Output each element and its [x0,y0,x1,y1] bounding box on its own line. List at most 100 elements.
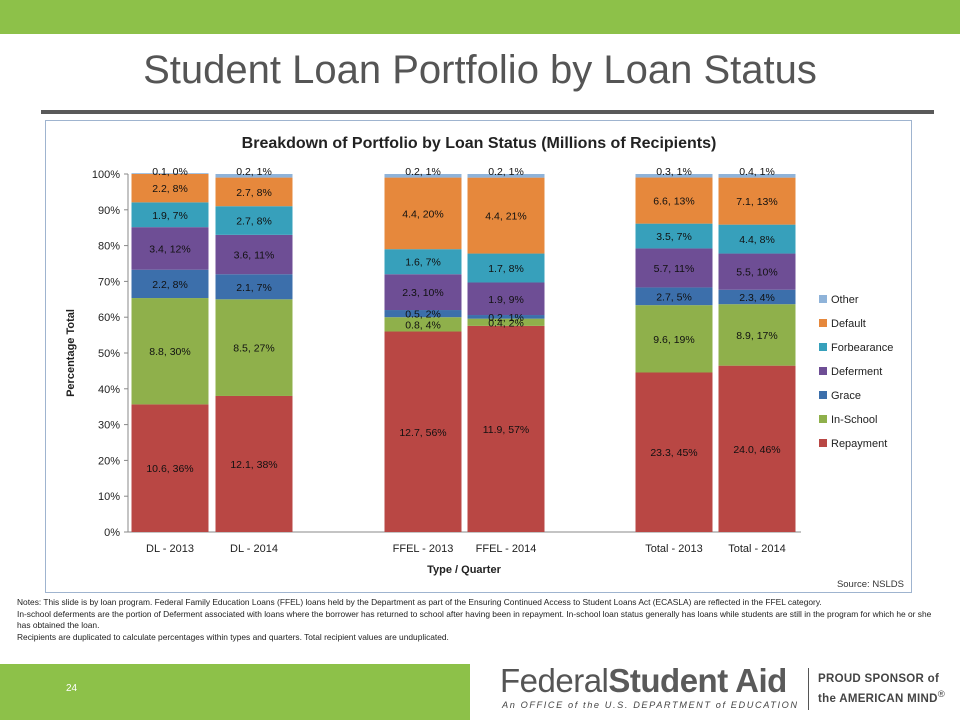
data-label: 3.6, 11% [234,250,275,262]
legend-label: Other [831,294,859,306]
legend-swatch [819,343,827,351]
bar-segment [215,206,293,235]
data-label: 2.7, 5% [656,291,692,303]
bar-segment [467,177,545,254]
data-label: 0.4, 1% [739,166,775,178]
legend-label: Repayment [831,438,887,450]
legend-label: Default [831,318,866,330]
chart-frame: Breakdown of Portfolio by Loan Status (M… [45,120,912,593]
bar-segment [718,174,796,178]
bar-segment [384,274,462,311]
bar-segment [131,269,209,299]
bar-segment [467,174,545,178]
bar-segment [384,174,462,178]
notes-line-2: In-school deferments are the portion of … [17,608,932,631]
legend-swatch [819,439,827,447]
data-label: 4.4, 20% [402,208,443,220]
data-label: 2.2, 8% [152,279,188,291]
bar-segment [635,174,713,178]
bar-segment [131,298,209,405]
y-tick-label: 100% [92,169,120,181]
bar-segment [718,253,796,290]
data-label: 4.4, 21% [485,211,526,223]
legend-label: Grace [831,390,861,402]
y-tick-label: 70% [98,276,120,288]
logo-divider [808,668,809,710]
data-label: 7.1, 13% [736,196,777,208]
data-label: 4.4, 8% [739,234,775,246]
data-label: 0.2, 1% [488,166,524,178]
bar-segment [131,174,209,203]
y-axis-label: Percentage Total [65,309,77,397]
y-tick-label: 80% [98,241,120,253]
bar-segment [718,177,796,225]
legend-swatch [819,391,827,399]
bar-segment [718,289,796,305]
data-label: 12.7, 56% [399,427,446,439]
bar-segment [718,304,796,366]
data-label: 1.7, 8% [488,263,524,275]
bar-segment [384,331,462,532]
notes-line-3: Recipients are duplicated to calculate p… [17,631,449,642]
data-label: 0.5, 2% [405,309,441,321]
data-label: 0.8, 4% [405,319,441,331]
data-label: 8.8, 30% [149,346,190,358]
x-tick-label: Total - 2013 [645,543,702,555]
footer-accent-bar [0,664,470,720]
legend-label: Deferment [831,366,882,378]
y-tick-label: 30% [98,420,120,432]
sponsor-line-2: the AMERICAN MIND [818,692,938,705]
sponsor-mark: PROUD SPONSOR of the AMERICAN MIND® [818,672,945,707]
data-label: 8.5, 27% [233,343,274,355]
bar-segment [467,315,545,319]
x-tick-label: FFEL - 2013 [393,543,454,555]
federal-student-aid-logo: FederalStudent Aid An OFFICE of the U.S.… [500,662,800,712]
bar-segment [131,404,209,532]
data-label: 10.6, 36% [146,463,193,475]
bar-segment [384,177,462,250]
bar-segment [718,365,796,532]
data-label: 0.2, 1% [488,312,524,324]
y-tick-label: 20% [98,455,120,467]
data-label: 1.9, 7% [152,210,188,222]
bar-segment [215,274,293,300]
bar-segment [215,299,293,396]
data-label: 5.7, 11% [654,263,695,275]
x-tick-label: DL - 2013 [146,543,194,555]
top-accent-bar [0,0,960,34]
bar-segment [635,177,713,224]
y-tick-label: 90% [98,205,120,217]
bar-segment [467,253,545,283]
sponsor-line-1: PROUD SPONSOR of [818,673,940,685]
bar-segment [131,173,209,174]
data-label: 9.6, 19% [653,334,694,346]
data-label: 3.4, 12% [149,243,190,255]
bar-segment [215,234,293,275]
y-tick-label: 60% [98,312,120,324]
bar-segment [635,372,713,532]
bar-segment [215,177,293,207]
data-label: 3.5, 7% [656,231,692,243]
bar-segment [635,223,713,249]
bar-segment [215,395,293,532]
chart-source: Source: NSLDS [837,579,904,590]
data-label: 2.3, 4% [739,292,775,304]
chart-title: Breakdown of Portfolio by Loan Status (M… [242,135,717,152]
x-tick-label: DL - 2014 [230,543,278,555]
data-label: 2.1, 7% [236,282,272,294]
data-label: 2.7, 8% [236,187,272,199]
data-label: 5.5, 10% [736,267,777,279]
y-tick-label: 50% [98,348,120,360]
bar-segment [467,325,545,532]
data-label: 6.6, 13% [653,196,694,208]
legend-swatch [819,367,827,375]
logo-wordmark: FederalStudent Aid [500,662,787,700]
bar-segment [718,224,796,254]
notes-line-1: Notes: This slide is by loan program. Fe… [17,597,822,607]
bar-segment [635,287,713,306]
registered-mark: ® [937,689,946,700]
bar-segment [635,305,713,373]
legend-label: In-School [831,414,877,426]
bar-segment [384,310,462,318]
bar-segment [131,202,209,228]
